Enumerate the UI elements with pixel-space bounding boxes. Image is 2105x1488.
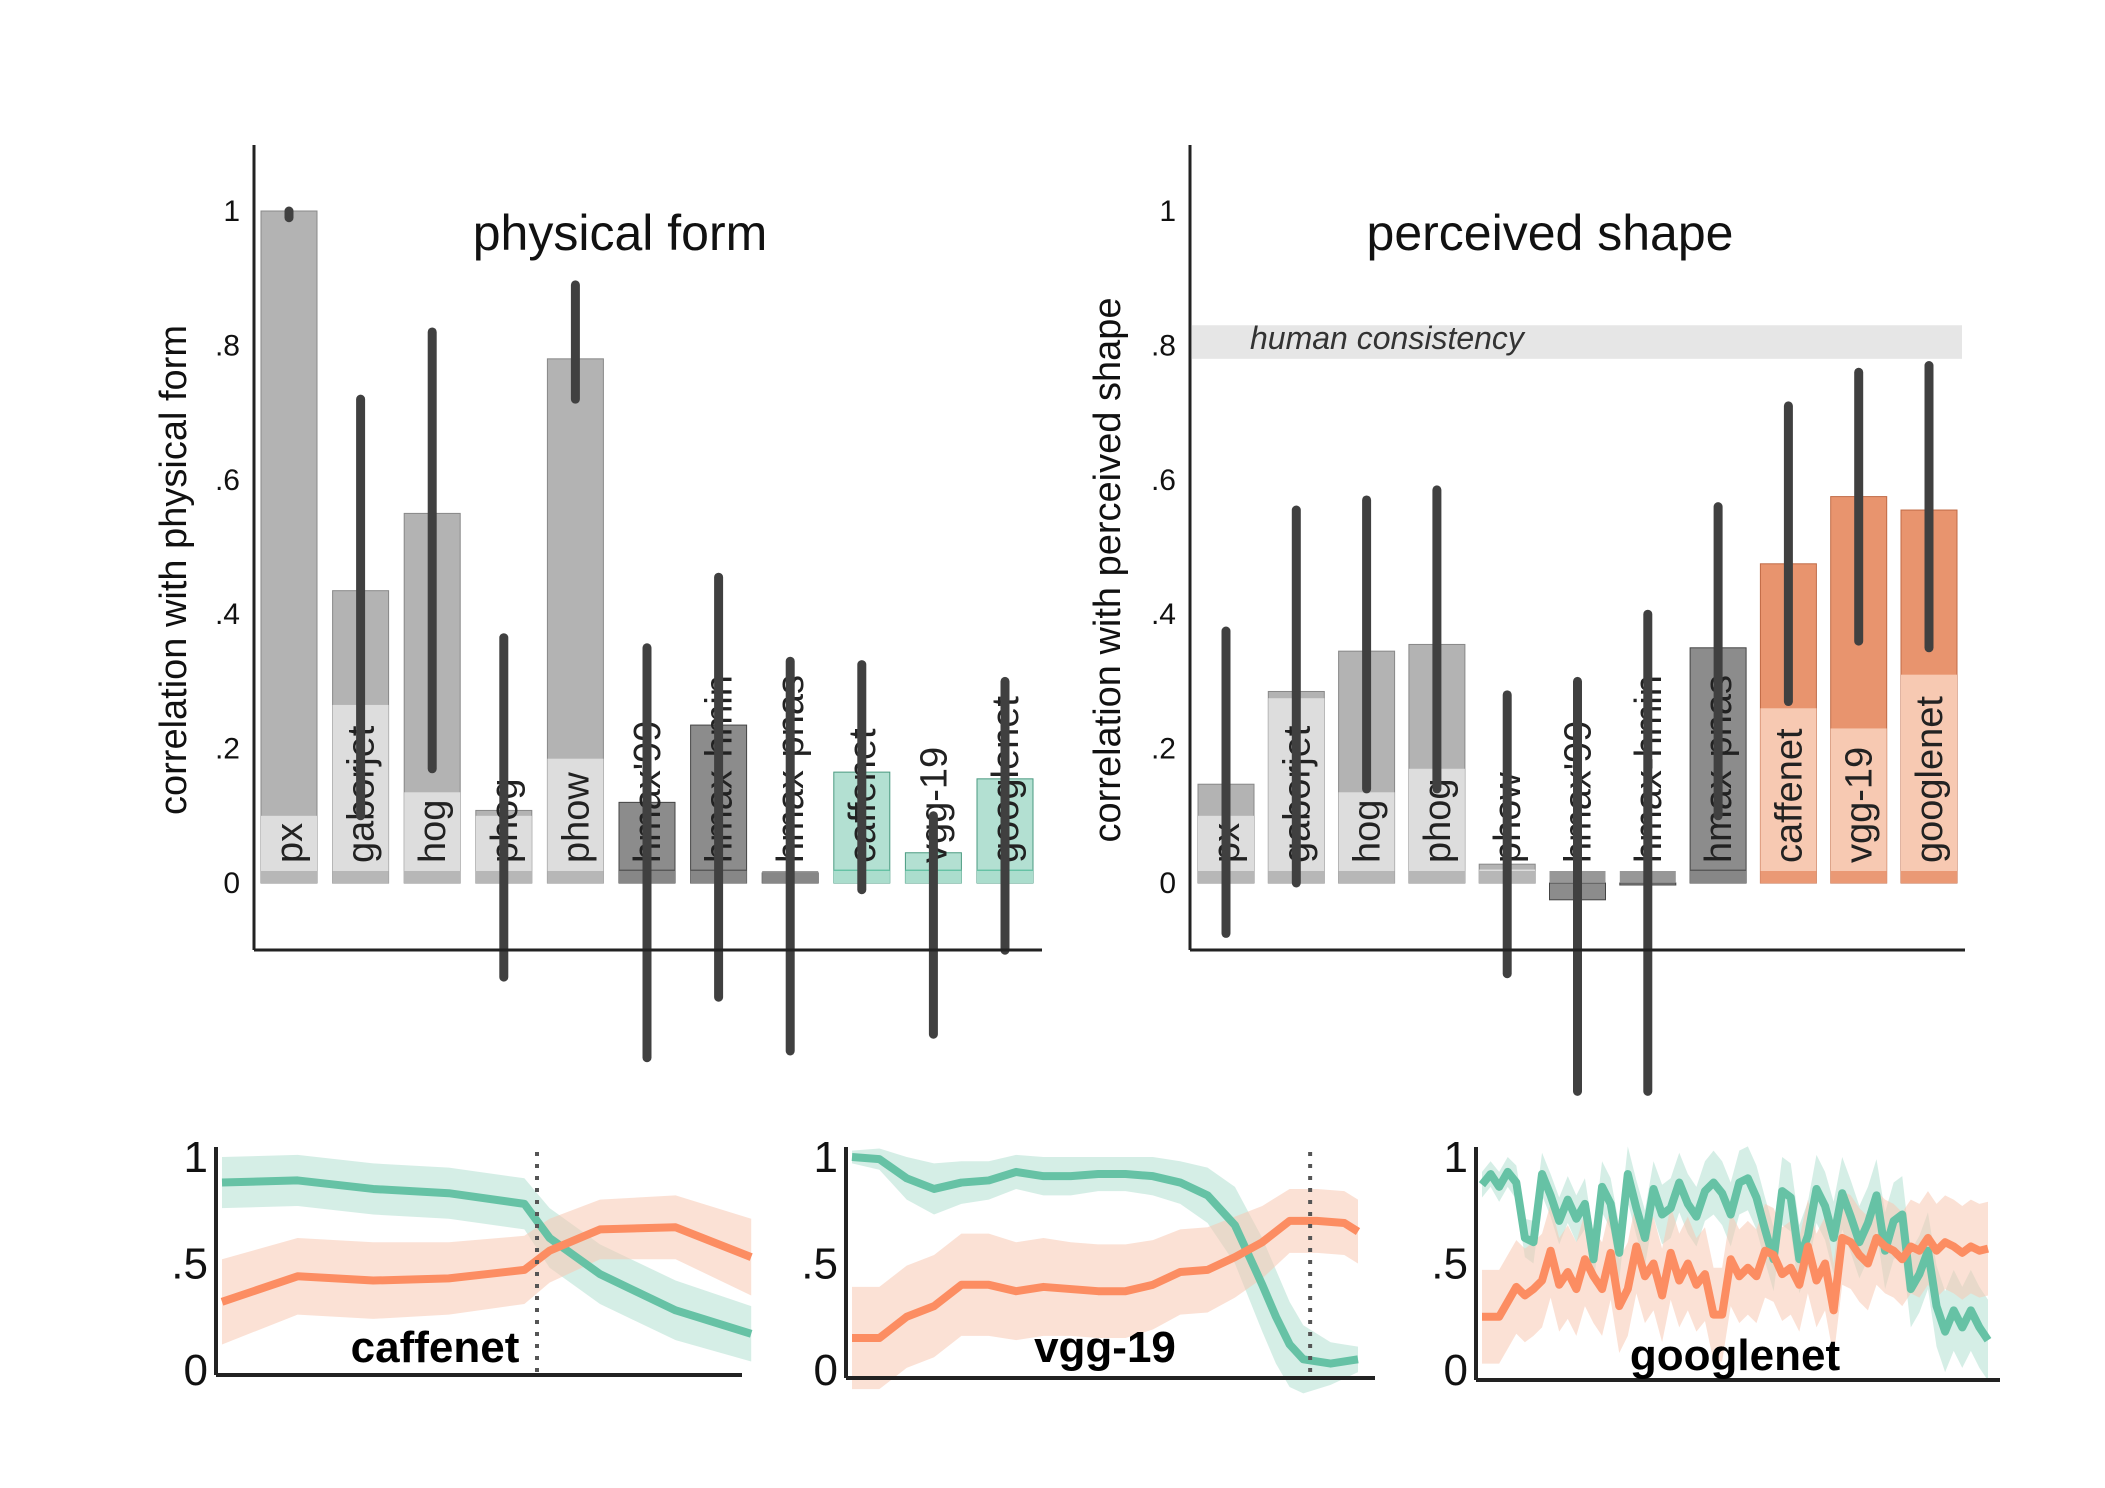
bar-base-hog — [1338, 871, 1395, 883]
y-tick-label: .8 — [215, 329, 240, 362]
y-tick-label: 0 — [1444, 1346, 1468, 1395]
y-tick-label: .4 — [1151, 598, 1176, 631]
y-tick-label: .2 — [215, 733, 240, 766]
y-tick-label: 1 — [1159, 195, 1176, 228]
human-consistency-band — [1192, 325, 1962, 359]
bar-base-phow — [547, 871, 604, 883]
bar-label-px: px — [269, 823, 311, 863]
line-perceived — [852, 1216, 1361, 1343]
y-tick-label: 0 — [223, 867, 240, 900]
bar-base-gaborjet — [332, 871, 389, 883]
bar-label-googlenet: googlenet — [1909, 696, 1951, 863]
y-axis-label-perceived-shape: correlation with perceived shape — [1087, 298, 1129, 843]
bar-base-hog — [404, 871, 461, 883]
line-chart-googlenet: 0 .5 1 googlenet — [1431, 1133, 2000, 1395]
bar-label-vgg-19: vgg-19 — [1839, 747, 1881, 863]
line-perceived — [1482, 1233, 1989, 1321]
bar-lower-googlenet — [1901, 674, 1957, 883]
bars-physical-form: pxgaborjethogphogphowhmax'99hmax-hminhma… — [260, 206, 1034, 1063]
axes-perceived-shape: 0 .2 .4 .6 .8 1 — [1151, 145, 1965, 952]
axes-physical-form: 0 .2 .4 .6 .8 1 — [215, 145, 1042, 952]
human-consistency-label: human consistency — [1250, 320, 1526, 356]
y-tick-label: 0 — [184, 1346, 208, 1395]
line-perceived — [220, 1223, 753, 1306]
y-tick-label: 1 — [223, 195, 240, 228]
bar-lower-hog — [404, 792, 461, 883]
bar-base-phog — [1408, 871, 1465, 883]
bars-perceived-shape: pxgaborjethogphogphowhmax'99hmax-hminhma… — [1197, 361, 1958, 1096]
chart-title-googlenet: googlenet — [1630, 1331, 1841, 1380]
bar-label-caffenet: caffenet — [1768, 728, 1810, 863]
bar-lower-phow — [547, 758, 604, 883]
line-chart-vgg-19: 0 .5 1 vgg-19 — [801, 1133, 1375, 1395]
y-tick-label: 0 — [1159, 867, 1176, 900]
bar-lower-hog — [1338, 792, 1395, 883]
bar-px — [260, 210, 318, 884]
bar-lower-caffenet — [1760, 708, 1817, 883]
line-chart-caffenet: 0 .5 1 caffenet — [171, 1133, 753, 1395]
chart-title-vgg-19: vgg-19 — [1034, 1323, 1176, 1372]
bar-base-googlenet — [1901, 871, 1957, 883]
y-tick-label: 1 — [184, 1133, 208, 1182]
y-tick-label: .2 — [1151, 733, 1176, 766]
bar-label-phow: phow — [555, 772, 597, 863]
line-physical — [851, 1153, 1359, 1368]
bar-label-hog: hog — [1347, 800, 1389, 863]
y-tick-label: .8 — [1151, 329, 1176, 362]
bar-label-hog: hog — [412, 800, 454, 863]
y-tick-label: .6 — [1151, 464, 1176, 497]
y-tick-label: 1 — [814, 1133, 838, 1182]
bar-chart-physical-form: physical form correlation with physical … — [153, 145, 1042, 1063]
y-tick-label: .5 — [171, 1240, 208, 1289]
y-tick-label: .5 — [1431, 1240, 1468, 1289]
bar-lower-vgg-19 — [1830, 728, 1887, 883]
y-tick-label: .4 — [215, 598, 240, 631]
chart-title-physical-form: physical form — [473, 205, 768, 261]
bar-base-hmax-pnas — [1690, 871, 1747, 883]
bar-base-caffenet — [1760, 871, 1817, 883]
chart-title-caffenet: caffenet — [351, 1323, 520, 1372]
y-tick-label: 1 — [1444, 1133, 1468, 1182]
y-tick-label: .6 — [215, 464, 240, 497]
y-tick-label: 0 — [814, 1346, 838, 1395]
chart-title-perceived-shape: perceived shape — [1367, 205, 1734, 261]
bar-base-px — [261, 871, 317, 883]
bar-base-vgg-19 — [1830, 871, 1887, 883]
y-tick-label: .5 — [801, 1240, 838, 1289]
bar-chart-perceived-shape: perceived shape correlation with perceiv… — [1087, 145, 1965, 1096]
line-physical — [1478, 1167, 1992, 1343]
line-physical — [221, 1176, 753, 1338]
y-axis-label-physical-form: correlation with physical form — [153, 325, 195, 815]
band-physical — [852, 1148, 1358, 1394]
band-physical — [222, 1154, 752, 1362]
